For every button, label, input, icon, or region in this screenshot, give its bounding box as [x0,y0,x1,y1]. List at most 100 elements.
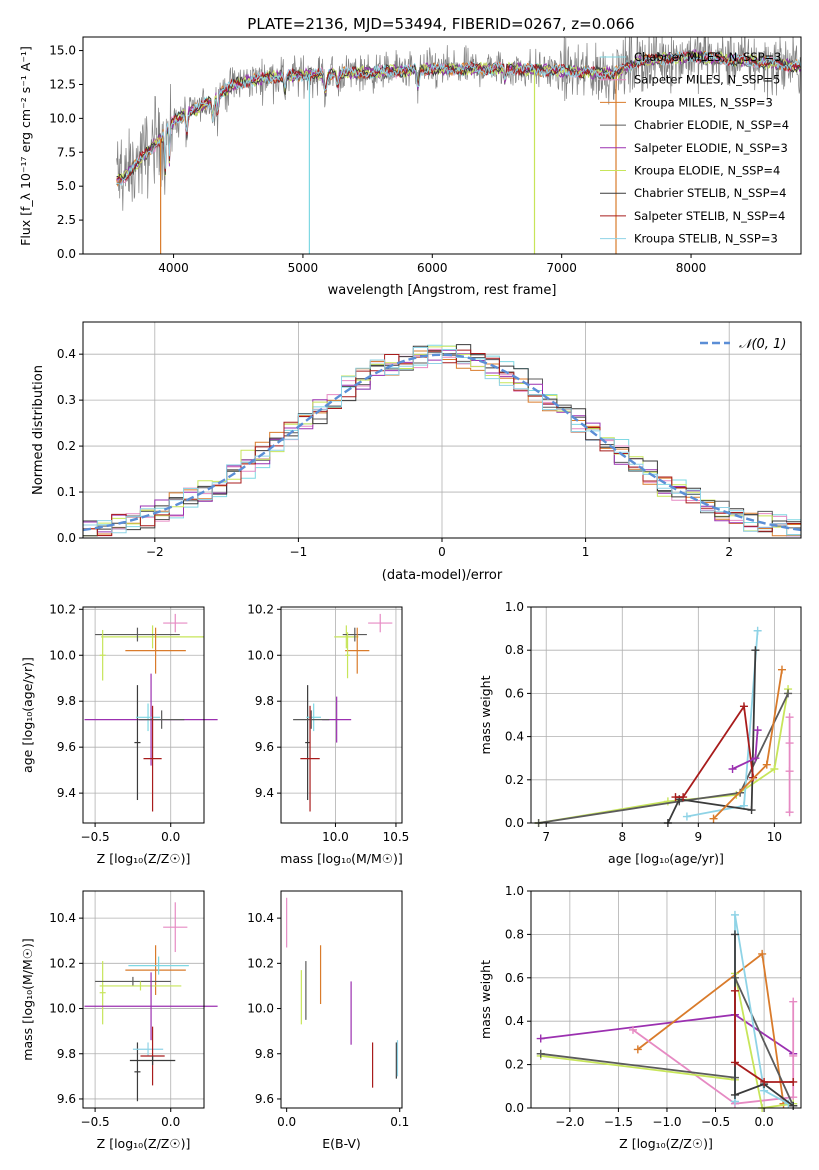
y-tick-label: 0.8 [505,927,524,941]
y-tick-label: 0.0 [505,1101,524,1115]
y-tick-label: 10.4 [247,911,274,925]
y-tick-label: 12.5 [49,77,76,91]
x-tick-label: 10.0 [322,830,349,844]
y-tick-label: 10.0 [49,1002,76,1016]
x-tick-label: 0.0 [755,1115,774,1129]
age-vs-mass-panel: 10.0 10.5 9.4 9.6 9.8 10.0 10.2 mass [log₁₀(M/M… [247,602,409,866]
panel-ylabel: mass weight [478,675,493,754]
weight-marker [777,665,786,674]
weight-line-chabrier-elodie [538,693,789,824]
y-tick-label: 10.0 [247,648,274,662]
weight-marker [536,1034,545,1043]
x-tick-label: −0.5 [81,830,110,844]
y-tick-label: 9.4 [57,786,76,800]
panel-frame [530,606,802,824]
spectrum-panel: Chabrier MILES, N_SSP=3 Salpeter MILES, N… [18,36,802,298]
weight-marker [753,726,762,735]
weight-marker [770,765,779,773]
y-tick-label: 10.2 [247,956,274,970]
y-tick-label: 9.8 [57,1047,76,1061]
panel-frame [82,606,205,824]
y-tick-label: 0.4 [505,730,524,744]
spectrum-y-ticks: 0.0 2.5 5.0 7.5 10.0 12.5 15.0 [49,44,83,261]
legend-entry: Salpeter ELODIE, N_SSP=3 [634,141,788,155]
legend-entry: Salpeter MILES, N_SSP=5 [634,73,780,87]
weight-line-salpeter-stelib [675,703,754,798]
x-tick-label: 7 [542,830,550,844]
panel-xlabel: mass [log₁₀(M/M☉)] [280,851,402,866]
y-tick-label: 0.3 [57,393,76,407]
y-tick-label: 10.2 [49,956,76,970]
weight-marker [785,808,794,817]
weight-marker [751,754,760,763]
panel-frame [280,890,403,1109]
y-tick-label: 0.6 [505,686,524,700]
panel-xlabel: Z [log₁₀(Z/Z☉)] [97,1136,191,1151]
panel-xlabel: age [log₁₀(age/yr)] [608,851,724,866]
legend-entry: Kroupa MILES, N_SSP=3 [634,95,773,109]
weight-marker [679,793,688,802]
histogram-x-ticks: −2 −1 0 1 2 [146,538,733,559]
weight-vs-age-panel: 7 8 9 10 0.0 0.2 0.4 0.6 0.8 1.0 age [log₁₀(age/yr… [478,600,802,866]
x-tick-label: 0.0 [161,1115,180,1129]
x-tick-label: 8000 [676,261,707,275]
weight-marker [663,797,672,806]
histogram-steps [83,344,801,537]
weight-marker [751,646,760,655]
histogram-kroupa-elodie [83,345,801,537]
y-tick-label: 9.8 [255,694,274,708]
model-spectrum-kroupa-stelib [116,50,801,186]
x-tick-label: 0.1 [390,1115,409,1129]
panel-frame [82,890,205,1109]
mass-vs-metallicity-panel: −0.5 0.0 9.6 9.8 10.0 10.2 10.4 Z [log₁₀(Z/Z☉)]… [20,890,218,1151]
gaussian-legend-label: 𝒩(0, 1) [739,337,786,352]
y-tick-label: 0.4 [505,1014,524,1028]
y-tick-label: 10.4 [49,911,76,925]
weight-marker [728,765,737,773]
weight-marker [789,1051,798,1060]
x-tick-label: 8 [618,830,626,844]
x-tick-label: 0.0 [277,1115,296,1129]
x-tick-label: 4000 [158,261,189,275]
y-tick-label: 2.5 [57,213,76,227]
weight-marker [633,1045,642,1054]
panel-ylabel: age [log₁₀(age/yr)] [20,657,35,773]
weight-marker [730,1090,739,1099]
weight-marker [747,806,756,815]
y-tick-label: 10.0 [49,111,76,125]
weight-line-salpeter-stelib [734,990,794,1083]
spectrum-clip-group [116,37,801,254]
y-tick-label: 9.6 [57,1092,76,1106]
y-tick-label: 0.0 [57,247,76,261]
histogram-xlabel: (data-model)/error [382,568,503,583]
y-tick-label: 5.0 [57,179,76,193]
weight-marker [784,689,793,698]
x-tick-label: 6000 [417,261,448,275]
panel-xlabel: E(B-V) [322,1136,361,1151]
y-tick-label: 0.2 [505,773,524,787]
weight-line-chabrier-stelib [667,650,757,824]
weight-marker [536,1049,545,1058]
x-tick-label: 7000 [546,261,577,275]
x-tick-label: 0.0 [161,830,180,844]
weight-marker [785,713,794,722]
weight-marker [739,702,748,711]
y-tick-label: 10.2 [247,602,274,616]
weight-marker [785,767,794,776]
x-tick-label: 0 [438,545,446,559]
legend-entry: Salpeter STELIB, N_SSP=4 [634,209,785,223]
weight-marker [785,739,794,748]
weight-marker [709,814,718,823]
histogram-y-ticks: 0.0 0.1 0.2 0.3 0.4 [57,347,83,545]
x-tick-label: −1.0 [652,1115,681,1129]
legend-entry: Chabrier STELIB, N_SSP=4 [634,186,786,200]
residual-histogram-panel: −2 −1 0 1 2 0.0 0.1 0.2 0.3 0.4 𝒩(0, 1) (data-mo… [31,321,802,583]
panel-xlabel: Z [log₁₀(Z/Z☉)] [619,1136,713,1151]
panel-xlabel: Z [log₁₀(Z/Z☉)] [97,851,191,866]
panel-frame [280,606,403,824]
y-tick-label: 9.6 [255,740,274,754]
weight-marker [753,626,762,635]
x-tick-label: 10 [767,830,782,844]
x-tick-label: −1 [290,545,308,559]
